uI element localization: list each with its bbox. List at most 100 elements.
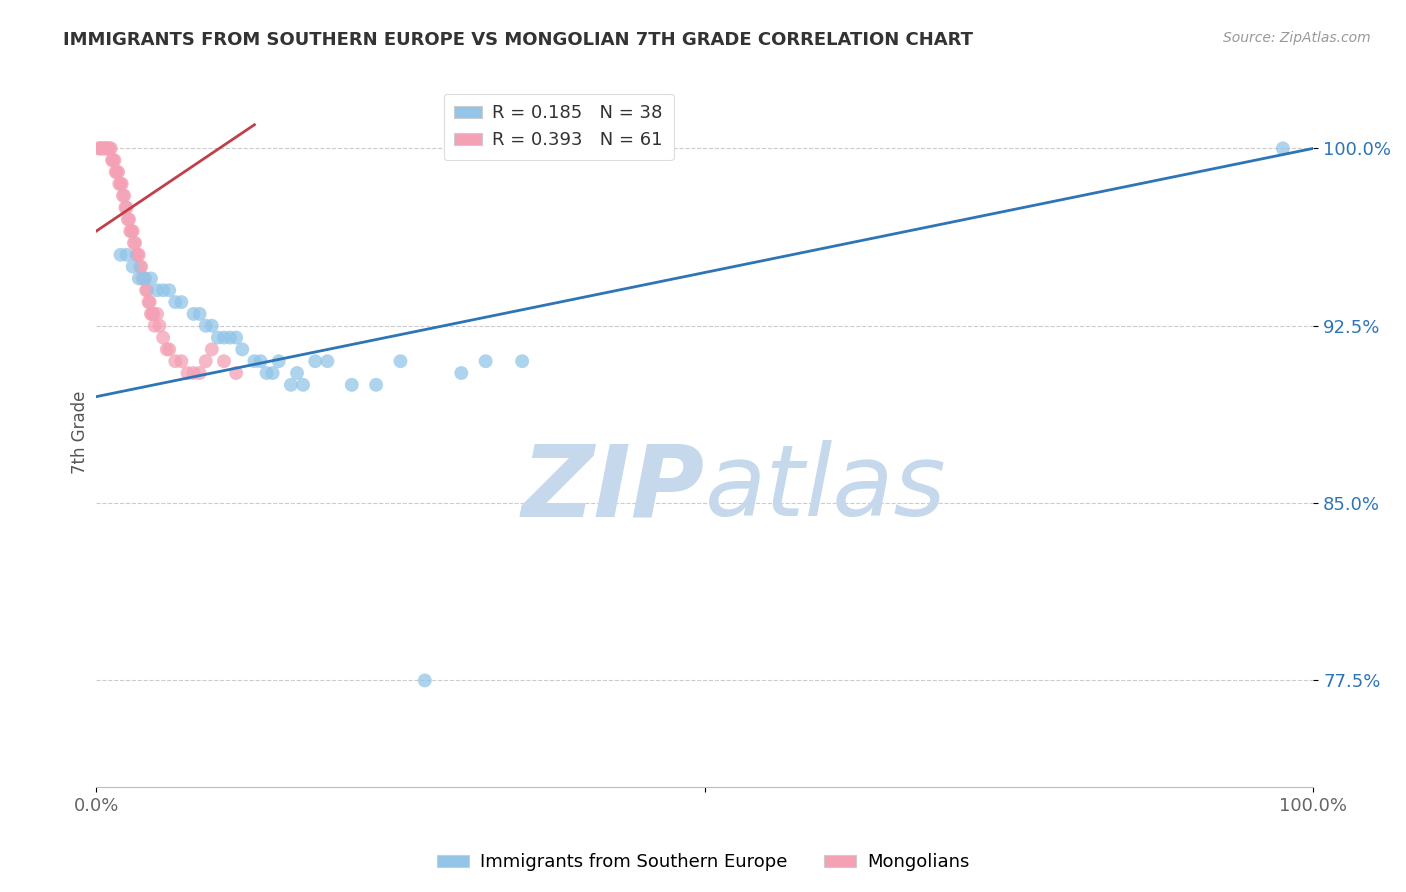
Point — [90, 141, 112, 155]
Point — [212, 330, 235, 344]
Point — [103, 153, 125, 168]
Point — [1271, 141, 1294, 155]
Point — [231, 343, 253, 357]
Point — [132, 271, 155, 285]
Point — [104, 165, 127, 179]
Point — [292, 377, 315, 392]
Point — [111, 188, 134, 202]
Point — [285, 366, 308, 380]
Point — [165, 354, 187, 368]
Point — [135, 283, 157, 297]
Point — [100, 141, 122, 155]
Point — [201, 318, 224, 333]
Point — [103, 153, 125, 168]
Point — [183, 366, 205, 380]
Point — [219, 330, 242, 344]
Point — [121, 224, 143, 238]
Point — [389, 354, 412, 368]
Point — [304, 354, 326, 368]
Point — [97, 141, 120, 155]
Text: ZIP: ZIP — [522, 441, 704, 537]
Point — [105, 165, 128, 179]
Point — [194, 318, 217, 333]
Point — [165, 295, 187, 310]
Text: IMMIGRANTS FROM SOUTHERN EUROPE VS MONGOLIAN 7TH GRADE CORRELATION CHART: IMMIGRANTS FROM SOUTHERN EUROPE VS MONGO… — [63, 31, 973, 49]
Point — [141, 307, 163, 321]
Point — [156, 343, 179, 357]
Point — [157, 343, 180, 357]
Point — [262, 366, 284, 380]
Point — [142, 307, 165, 321]
Point — [112, 188, 135, 202]
Legend: R = 0.185   N = 38, R = 0.393   N = 61: R = 0.185 N = 38, R = 0.393 N = 61 — [444, 94, 673, 161]
Point — [139, 271, 162, 285]
Point — [117, 212, 139, 227]
Point — [148, 318, 170, 333]
Point — [194, 354, 217, 368]
Point — [98, 141, 121, 155]
Text: atlas: atlas — [704, 441, 946, 537]
Point — [121, 224, 143, 238]
Point — [225, 366, 247, 380]
Point — [124, 235, 146, 250]
Point — [146, 283, 169, 297]
Point — [93, 141, 115, 155]
Point — [188, 366, 211, 380]
Point — [143, 318, 166, 333]
Point — [450, 366, 472, 380]
Point — [122, 235, 145, 250]
Point — [157, 283, 180, 297]
Point — [131, 271, 153, 285]
Point — [128, 248, 150, 262]
Point — [114, 201, 136, 215]
Point — [280, 377, 302, 392]
Point — [146, 307, 169, 321]
Point — [152, 330, 174, 344]
Y-axis label: 7th Grade: 7th Grade — [72, 391, 89, 474]
Point — [212, 354, 235, 368]
Text: Source: ZipAtlas.com: Source: ZipAtlas.com — [1223, 31, 1371, 45]
Point — [107, 165, 129, 179]
Point — [170, 295, 193, 310]
Point — [366, 377, 388, 392]
Point — [249, 354, 271, 368]
Point — [139, 307, 162, 321]
Point — [225, 330, 247, 344]
Point — [134, 271, 156, 285]
Point — [115, 248, 138, 262]
Point — [101, 153, 124, 168]
Point — [120, 224, 142, 238]
Point — [118, 212, 141, 227]
Point — [256, 366, 278, 380]
Point — [93, 141, 115, 155]
Point — [138, 295, 160, 310]
Point — [125, 248, 148, 262]
Point — [183, 307, 205, 321]
Point — [201, 343, 224, 357]
Point — [138, 295, 160, 310]
Legend: Immigrants from Southern Europe, Mongolians: Immigrants from Southern Europe, Mongoli… — [429, 847, 977, 879]
Point — [176, 366, 198, 380]
Point — [111, 177, 134, 191]
Point — [115, 201, 138, 215]
Point — [121, 260, 143, 274]
Point — [134, 271, 156, 285]
Point — [110, 177, 132, 191]
Point — [267, 354, 290, 368]
Point — [243, 354, 266, 368]
Point — [129, 260, 152, 274]
Point — [128, 271, 150, 285]
Point — [96, 141, 118, 155]
Point — [316, 354, 339, 368]
Point — [188, 307, 211, 321]
Point — [108, 177, 131, 191]
Point — [510, 354, 533, 368]
Point — [94, 141, 117, 155]
Point — [474, 354, 496, 368]
Point — [136, 283, 159, 297]
Point — [91, 141, 114, 155]
Point — [110, 248, 132, 262]
Point — [87, 141, 110, 155]
Point — [207, 330, 229, 344]
Point — [413, 673, 436, 688]
